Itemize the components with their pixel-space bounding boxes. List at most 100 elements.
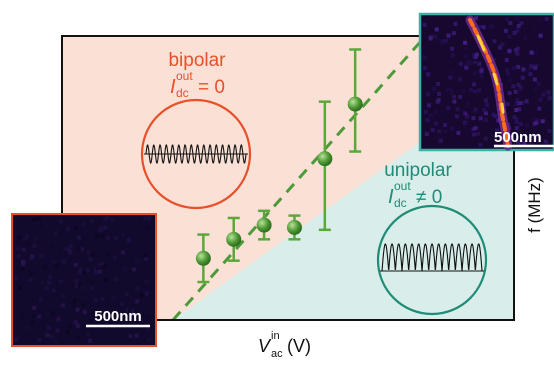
texture-pixel <box>437 91 442 96</box>
texture-pixel <box>517 107 522 112</box>
texture-pixel <box>72 302 77 307</box>
texture-pixel <box>65 330 70 335</box>
texture-pixel <box>434 27 439 32</box>
texture-pixel <box>450 53 455 58</box>
unipolar-current-value: ≠ 0 <box>416 187 442 208</box>
texture-pixel <box>437 129 442 134</box>
texture-pixel <box>126 338 131 343</box>
texture-pixel <box>540 119 545 124</box>
texture-pixel <box>544 119 549 124</box>
texture-pixel <box>507 34 512 39</box>
texture-pixel <box>450 46 455 51</box>
data-point <box>195 250 211 266</box>
texture-pixel <box>88 257 93 261</box>
texture-pixel <box>520 61 525 66</box>
texture-pixel <box>54 339 58 344</box>
texture-pixel <box>27 242 32 247</box>
texture-pixel <box>451 31 456 36</box>
texture-pixel <box>433 121 438 126</box>
texture-pixel <box>51 288 56 293</box>
texture-pixel <box>433 34 438 39</box>
texture-pixel <box>525 123 529 127</box>
texture-pixel <box>516 64 521 69</box>
x-axis-sup: in <box>271 330 280 342</box>
texture-pixel <box>79 247 84 252</box>
texture-pixel <box>483 111 488 116</box>
texture-pixel <box>59 219 63 224</box>
texture-pixel <box>518 122 523 127</box>
bipolar-waveform-circle <box>140 98 252 210</box>
texture-pixel <box>74 278 79 283</box>
texture-pixel <box>29 256 34 261</box>
texture-pixel <box>438 138 443 143</box>
texture-pixel <box>547 24 552 29</box>
bipolar-current-sub: dc <box>176 86 189 100</box>
texture-pixel <box>468 87 473 92</box>
right-inset-image: 500nm <box>418 12 554 152</box>
texture-pixel <box>44 333 49 338</box>
texture-pixel <box>464 65 469 70</box>
texture-pixel <box>537 17 542 22</box>
texture-pixel <box>519 101 524 106</box>
texture-pixel <box>504 58 509 63</box>
texture-pixel <box>39 297 43 302</box>
texture-pixel <box>515 34 520 39</box>
texture-pixel <box>500 42 505 47</box>
texture-pixel <box>473 107 478 112</box>
texture-pixel <box>453 21 458 26</box>
texture-pixel <box>435 37 440 42</box>
texture-pixel <box>512 30 517 35</box>
texture-pixel <box>103 225 108 230</box>
texture-pixel <box>452 99 457 104</box>
phase-boundary-line <box>171 39 424 321</box>
texture-pixel <box>53 231 58 236</box>
texture-pixel <box>514 126 519 131</box>
texture-pixel <box>58 279 63 284</box>
unipolar-current-symbol: I <box>388 186 394 208</box>
texture-pixel <box>545 142 550 147</box>
x-axis-sub: ac <box>271 348 283 360</box>
texture-pixel <box>490 133 495 138</box>
texture-pixel <box>75 307 80 312</box>
texture-pixel <box>74 284 79 289</box>
texture-pixel <box>451 142 455 147</box>
texture-pixel <box>508 77 513 82</box>
texture-pixel <box>477 88 482 93</box>
texture-pixel <box>123 267 128 272</box>
texture-pixel <box>496 118 501 123</box>
bipolar-current-value: = 0 <box>198 77 225 98</box>
texture-pixel <box>483 136 488 141</box>
texture-pixel <box>120 301 125 306</box>
texture-pixel <box>511 84 516 89</box>
texture-pixel <box>36 220 41 225</box>
texture-pixel <box>98 228 103 233</box>
texture-pixel <box>485 102 490 107</box>
texture-pixel <box>507 91 512 96</box>
texture-pixel <box>514 108 519 112</box>
right-inset-texture <box>422 16 552 148</box>
texture-pixel <box>528 141 533 146</box>
texture-pixel <box>134 333 139 338</box>
texture-pixel <box>61 259 66 264</box>
texture-pixel <box>514 120 519 125</box>
texture-pixel <box>63 247 67 252</box>
texture-pixel <box>38 222 42 227</box>
texture-pixel <box>93 298 98 302</box>
x-axis-unit: (V) <box>287 336 311 356</box>
texture-pixel <box>531 117 536 122</box>
texture-pixel <box>100 265 105 270</box>
texture-pixel <box>506 71 510 76</box>
texture-pixel <box>458 95 463 99</box>
texture-pixel <box>104 277 108 282</box>
texture-pixel <box>524 99 529 104</box>
texture-pixel <box>73 320 78 324</box>
texture-pixel <box>462 125 466 130</box>
texture-pixel <box>88 338 93 343</box>
texture-pixel <box>422 55 427 60</box>
texture-pixel <box>90 252 95 257</box>
texture-pixel <box>446 33 451 38</box>
texture-pixel <box>76 235 81 240</box>
texture-pixel <box>87 319 91 323</box>
texture-pixel <box>538 97 543 102</box>
